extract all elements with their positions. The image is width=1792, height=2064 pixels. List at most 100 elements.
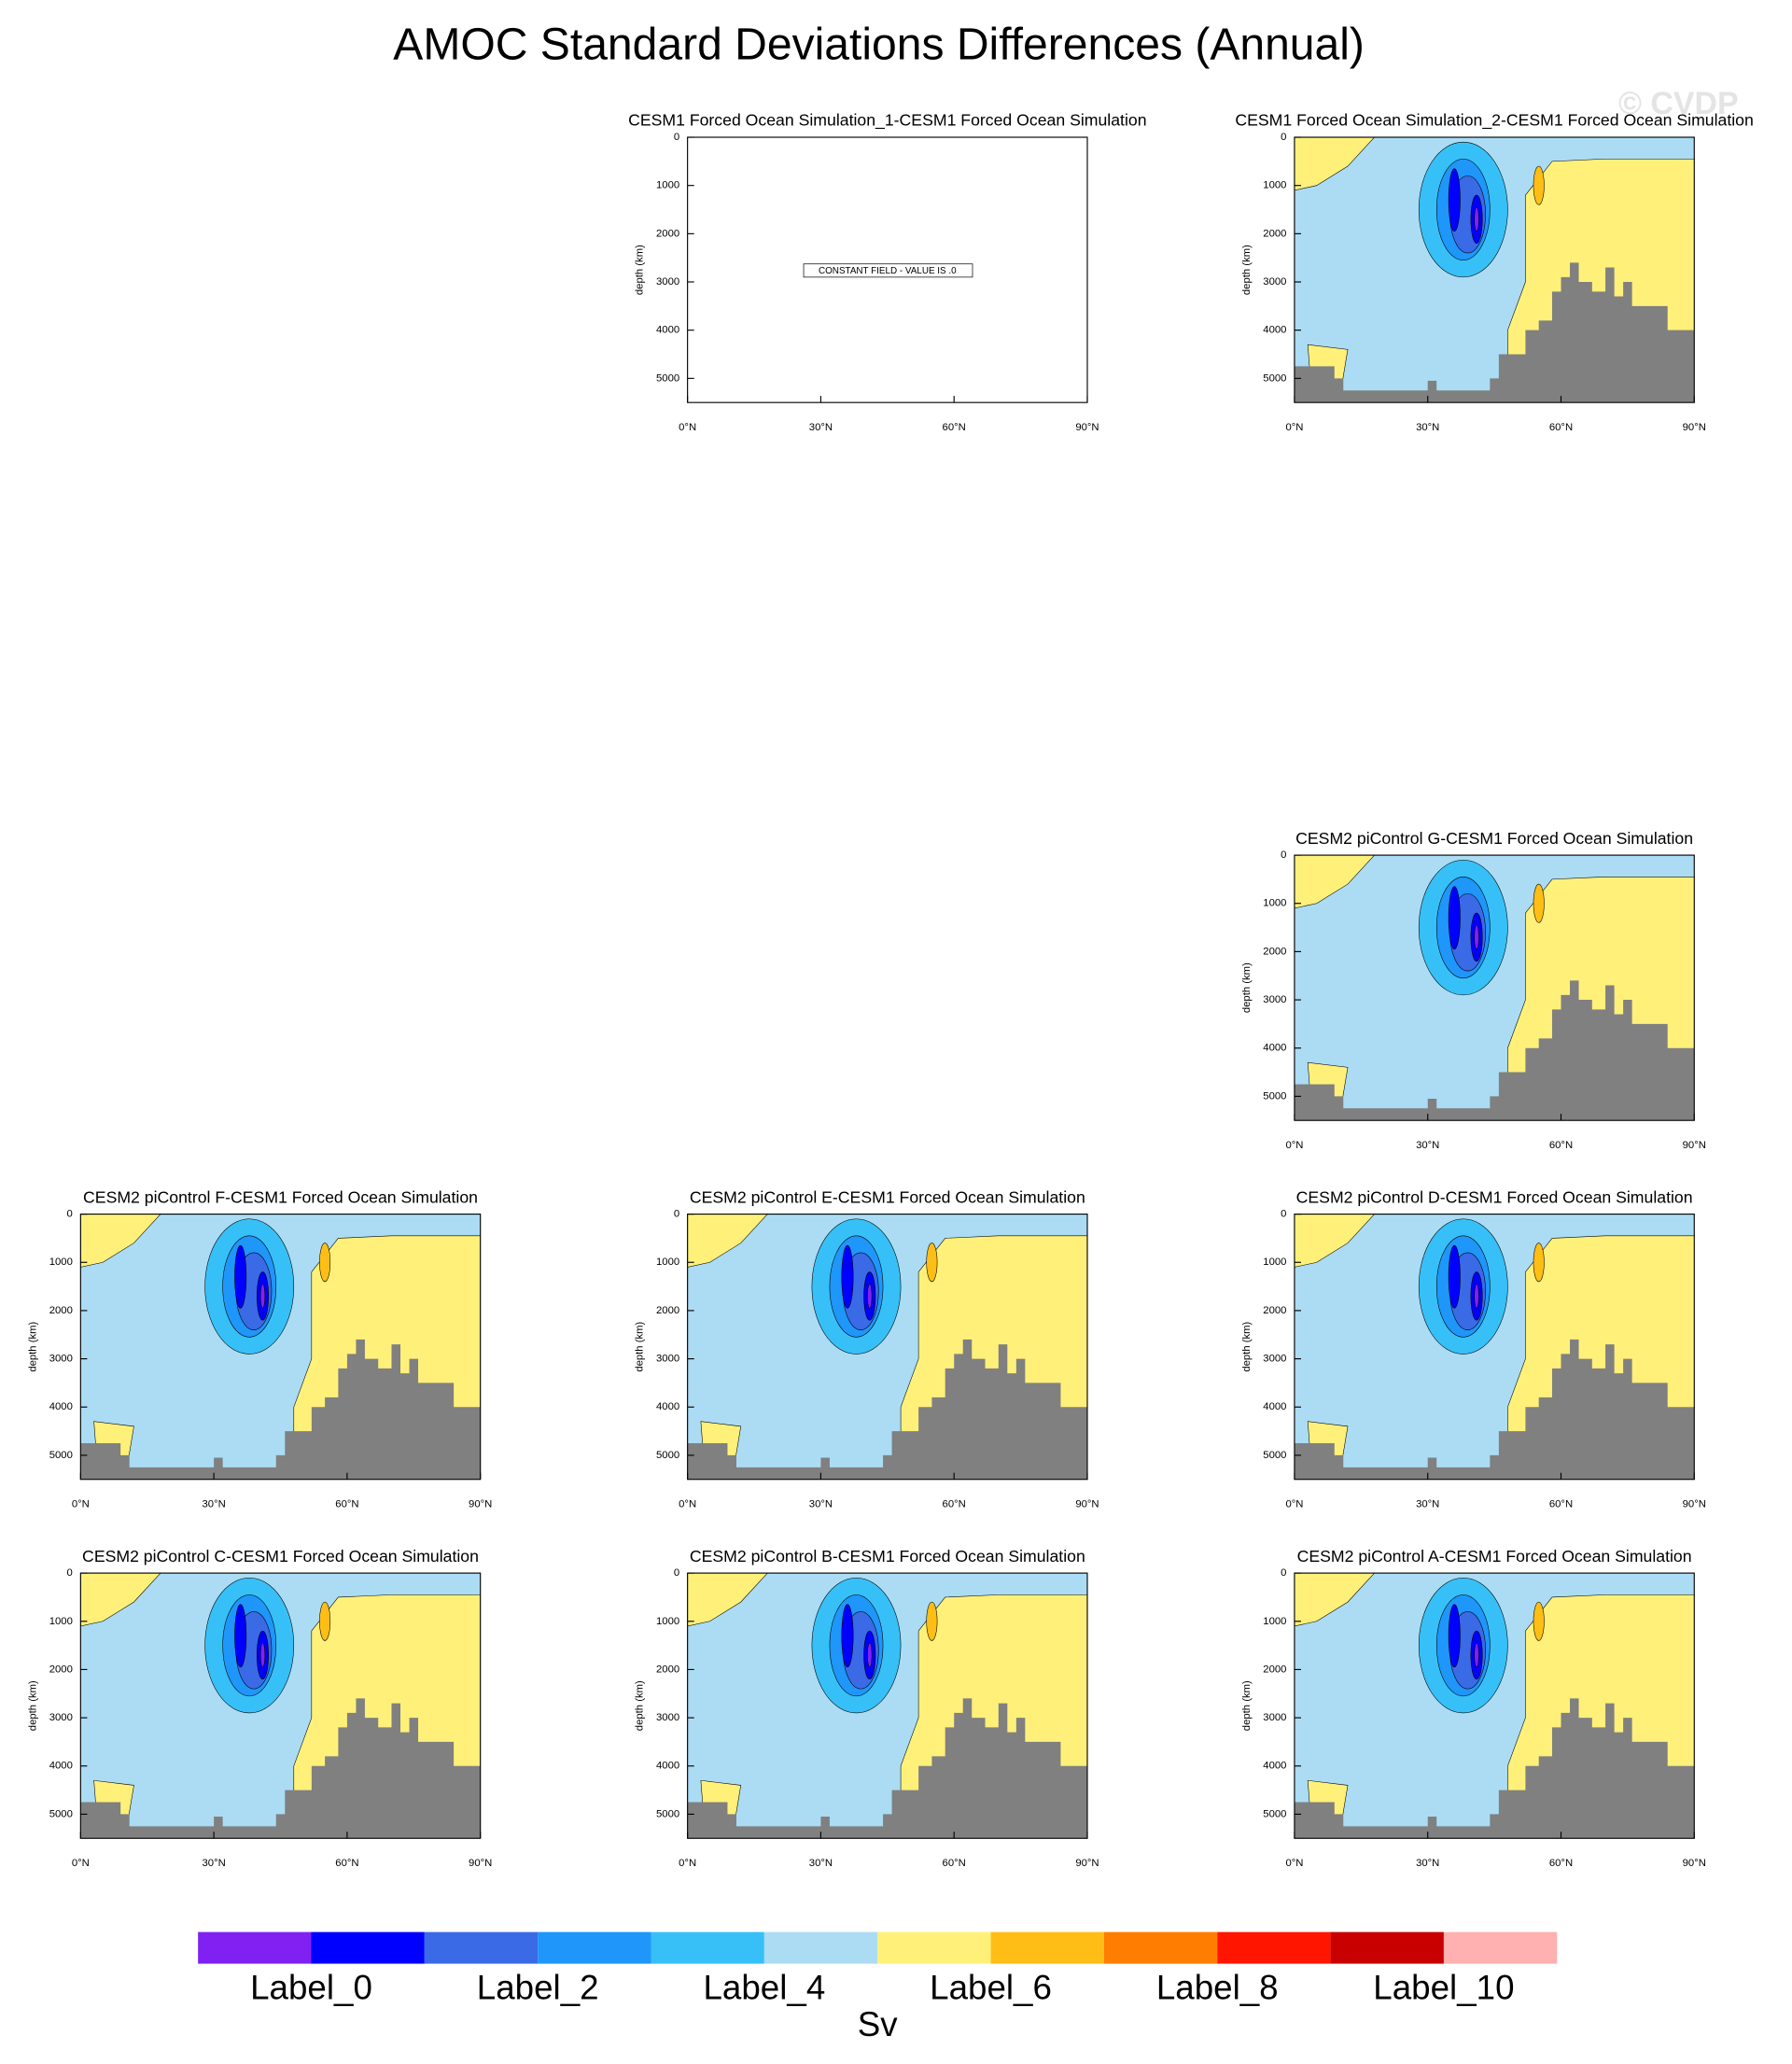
contour-field [687, 1573, 1087, 1839]
plot-frame [79, 1572, 482, 1839]
y-tick-label: 2000 [49, 1664, 73, 1675]
y-tick-label: 0 [1281, 132, 1286, 143]
y-tick-label: 5000 [656, 1450, 679, 1461]
contour-area [841, 1244, 854, 1309]
y-tick-label: 4000 [49, 1761, 73, 1772]
y-tick-label: 0 [67, 1567, 73, 1579]
x-tick-label: 0°N [72, 1499, 90, 1510]
plot-frame [687, 1214, 1088, 1481]
colorbar-swatch [424, 1931, 539, 1964]
y-tick-label: 4000 [656, 1401, 679, 1412]
y-tick-label: 1000 [49, 1257, 73, 1268]
y-tick-label: 5000 [1263, 1808, 1286, 1819]
y-tick-label: 3000 [49, 1354, 73, 1365]
colorbar-swatch [651, 1931, 764, 1964]
contour-area [1448, 168, 1461, 232]
contour-area [841, 1604, 854, 1668]
x-tick-label: 30°N [203, 1499, 226, 1510]
y-axis-label: depth (km) [1241, 245, 1253, 295]
y-tick-label: 1000 [49, 1616, 73, 1627]
y-tick-label: 0 [67, 1209, 73, 1220]
x-tick-label: 30°N [1416, 1499, 1439, 1510]
panel-title: CESM2 piControl G-CESM1 Forced Ocean Sim… [1295, 829, 1693, 848]
plot-frame [1294, 136, 1695, 403]
contour-area [1533, 883, 1545, 923]
contour-area [926, 1601, 938, 1641]
bathymetry [80, 1698, 481, 1839]
contour-field [1294, 855, 1695, 1121]
y-tick-label: 2000 [1263, 1305, 1286, 1316]
y-tick-label: 4000 [1263, 1761, 1286, 1772]
y-tick-label: 1000 [1263, 180, 1286, 191]
y-tick-label: 5000 [49, 1808, 73, 1819]
colorbar-label: Label_10 [1373, 1969, 1514, 2007]
plot-frame [1294, 854, 1695, 1121]
contour-field [1294, 137, 1695, 403]
annotation-box [803, 263, 973, 278]
x-tick-label: 30°N [809, 1858, 833, 1869]
contour-area [1448, 1604, 1461, 1668]
y-tick-label: 4000 [1263, 1401, 1286, 1412]
y-tick-label: 3000 [656, 1354, 679, 1365]
y-axis-label: depth (km) [635, 245, 646, 295]
y-tick-label: 1000 [656, 1257, 679, 1268]
contour-field [1294, 1573, 1695, 1839]
x-tick-label: 30°N [1416, 1858, 1439, 1869]
x-tick-label: 60°N [1549, 422, 1573, 433]
x-tick-label: 60°N [943, 1499, 966, 1510]
contour-field [1294, 1214, 1695, 1480]
contour-area [687, 1573, 768, 1627]
colorbar-label: Label_2 [477, 1969, 599, 2007]
contour-area [80, 1214, 161, 1268]
y-tick-label: 1000 [656, 1616, 679, 1627]
y-tick-label: 2000 [656, 1664, 679, 1675]
y-tick-label: 5000 [1263, 1090, 1286, 1102]
y-tick-label: 1000 [656, 180, 679, 191]
colorbar-unit: Sv [858, 2005, 899, 2043]
y-tick-label: 2000 [656, 228, 679, 239]
y-axis-label: depth (km) [635, 1321, 646, 1371]
x-tick-label: 60°N [1549, 1140, 1573, 1151]
y-tick-label: 1000 [1263, 1616, 1286, 1627]
x-tick-label: 60°N [1549, 1499, 1573, 1510]
x-tick-label: 90°N [469, 1499, 492, 1510]
y-tick-label: 3000 [1263, 1712, 1286, 1723]
x-tick-label: 30°N [1416, 422, 1439, 433]
contour-area [1533, 165, 1545, 205]
x-tick-label: 0°N [72, 1858, 90, 1869]
y-tick-label: 5000 [1263, 372, 1286, 384]
colorbar-swatch [1443, 1931, 1558, 1964]
panel-title: CESM1 Forced Ocean Simulation_2-CESM1 Fo… [1235, 111, 1753, 131]
y-tick-label: 3000 [49, 1712, 73, 1723]
x-tick-label: 90°N [1683, 1140, 1706, 1151]
plot-frame [687, 1572, 1088, 1839]
y-tick-label: 0 [1281, 849, 1286, 861]
panel-title: CESM2 piControl E-CESM1 Forced Ocean Sim… [690, 1187, 1085, 1206]
y-tick-label: 5000 [1263, 1450, 1286, 1461]
panel-title: CESM2 piControl D-CESM1 Forced Ocean Sim… [1296, 1187, 1693, 1206]
x-tick-label: 60°N [335, 1499, 358, 1510]
x-tick-label: 90°N [469, 1858, 492, 1869]
y-axis-label: depth (km) [635, 1680, 646, 1731]
colorbar-label: Label_0 [250, 1969, 372, 2007]
contour-area [867, 1284, 873, 1309]
colorbar-label: Label_4 [703, 1969, 825, 2007]
y-tick-label: 2000 [656, 1305, 679, 1316]
plot-frame [1294, 1572, 1695, 1839]
colorbar-swatch [990, 1931, 1104, 1964]
y-tick-label: 4000 [656, 325, 679, 336]
colorbar-swatch [1217, 1931, 1331, 1964]
annotation: CONSTANT FIELD - VALUE IS .0 [819, 266, 957, 276]
contour-area [867, 1642, 873, 1668]
x-tick-label: 30°N [809, 422, 833, 433]
contour-area [687, 1214, 768, 1268]
colorbar-swatch [538, 1931, 651, 1964]
y-tick-label: 0 [674, 132, 679, 143]
x-tick-label: 0°N [679, 1499, 696, 1510]
x-tick-label: 0°N [679, 422, 696, 433]
y-tick-label: 1000 [1263, 898, 1286, 909]
x-tick-label: 60°N [943, 1858, 966, 1869]
x-tick-label: 0°N [679, 1858, 696, 1869]
contour-area [1294, 855, 1375, 909]
